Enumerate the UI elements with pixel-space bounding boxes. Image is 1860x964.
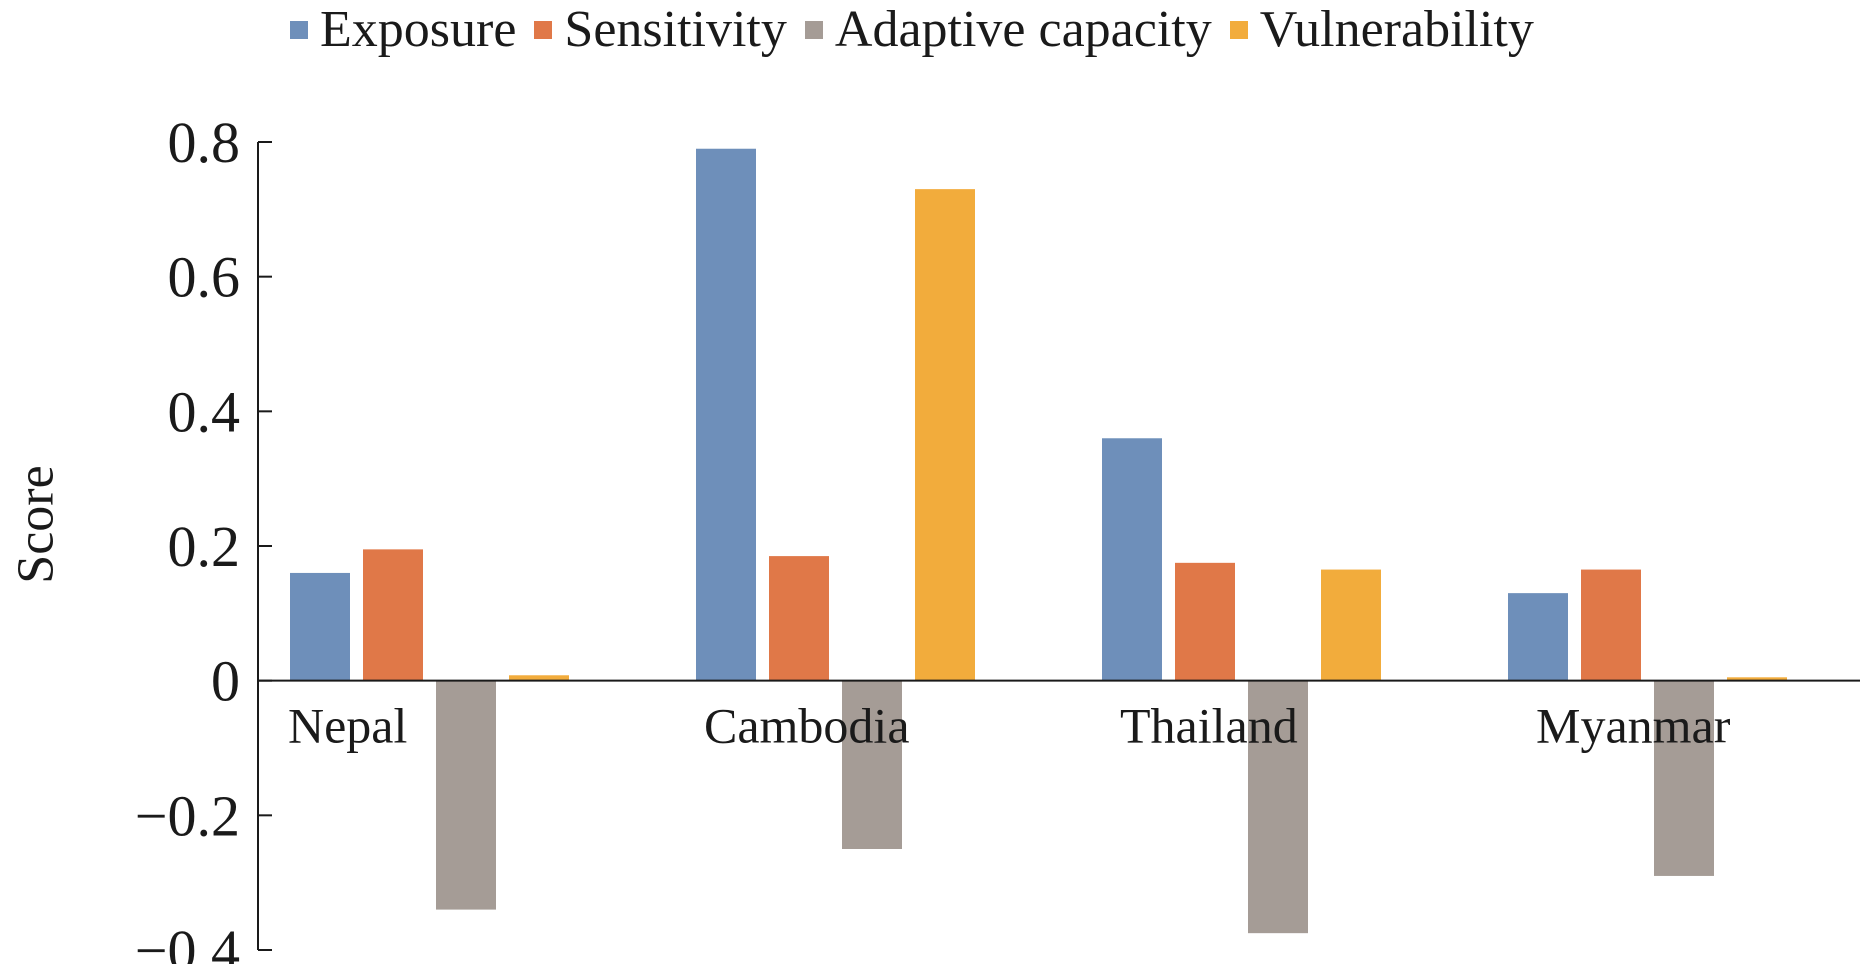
y-tick-label: 0.4 xyxy=(168,379,241,444)
y-tick-label: 0.2 xyxy=(168,514,241,579)
legend-swatch-exposure xyxy=(290,21,308,39)
bar-nepal-adaptive-capacity xyxy=(436,680,496,910)
bar-myanmar-vulnerability xyxy=(1727,677,1787,681)
bar-myanmar-adaptive-capacity xyxy=(1654,680,1714,876)
y-tick-label: 0.8 xyxy=(168,110,241,175)
bar-nepal-sensitivity xyxy=(363,549,423,681)
legend-swatch-sensitivity xyxy=(534,21,553,39)
legend-swatch-vulnerability xyxy=(1229,21,1248,39)
legend-item-adaptive-capacity: Adaptive capacity xyxy=(804,1,1212,58)
bar-cambodia-vulnerability xyxy=(915,189,975,681)
bar-myanmar-sensitivity xyxy=(1581,569,1641,681)
legend-label-vulnerability: Vulnerability xyxy=(1259,1,1534,58)
legend-item-sensitivity: Sensitivity xyxy=(534,1,787,58)
legend-label-exposure: Exposure xyxy=(320,1,517,58)
bar-cambodia-sensitivity xyxy=(769,556,829,681)
bar-cambodia-adaptive-capacity xyxy=(842,680,902,849)
y-tick-label: 0 xyxy=(211,649,240,714)
bar-nepal-vulnerability xyxy=(509,675,569,681)
legend-label-sensitivity: Sensitivity xyxy=(564,1,787,58)
bar-cambodia-exposure xyxy=(696,148,756,681)
y-tick-label: −0.4 xyxy=(135,918,240,964)
bar-thailand-exposure xyxy=(1102,438,1162,681)
category-label-nepal: Nepal xyxy=(288,698,407,754)
category-label-thailand: Thailand xyxy=(1120,698,1298,754)
y-tick-label: 0.6 xyxy=(168,245,241,310)
bar-thailand-sensitivity xyxy=(1175,562,1235,681)
legend-item-exposure: Exposure xyxy=(290,2,516,58)
category-label-myanmar: Myanmar xyxy=(1536,698,1731,754)
bar-thailand-adaptive-capacity xyxy=(1248,680,1308,934)
category-label-cambodia: Cambodia xyxy=(704,698,910,754)
legend-item-vulnerability: Vulnerability xyxy=(1229,1,1534,58)
y-tick-label: −0.2 xyxy=(135,783,240,848)
bar-myanmar-exposure xyxy=(1508,593,1568,681)
bar-nepal-exposure xyxy=(290,572,350,681)
bar-thailand-vulnerability xyxy=(1321,569,1381,681)
legend-label-adaptive-capacity: Adaptive capacity xyxy=(834,1,1212,58)
legend-swatch-adaptive-capacity xyxy=(804,21,823,39)
legend: Exposure Sensitivity Adaptive capacity V… xyxy=(290,0,1552,60)
